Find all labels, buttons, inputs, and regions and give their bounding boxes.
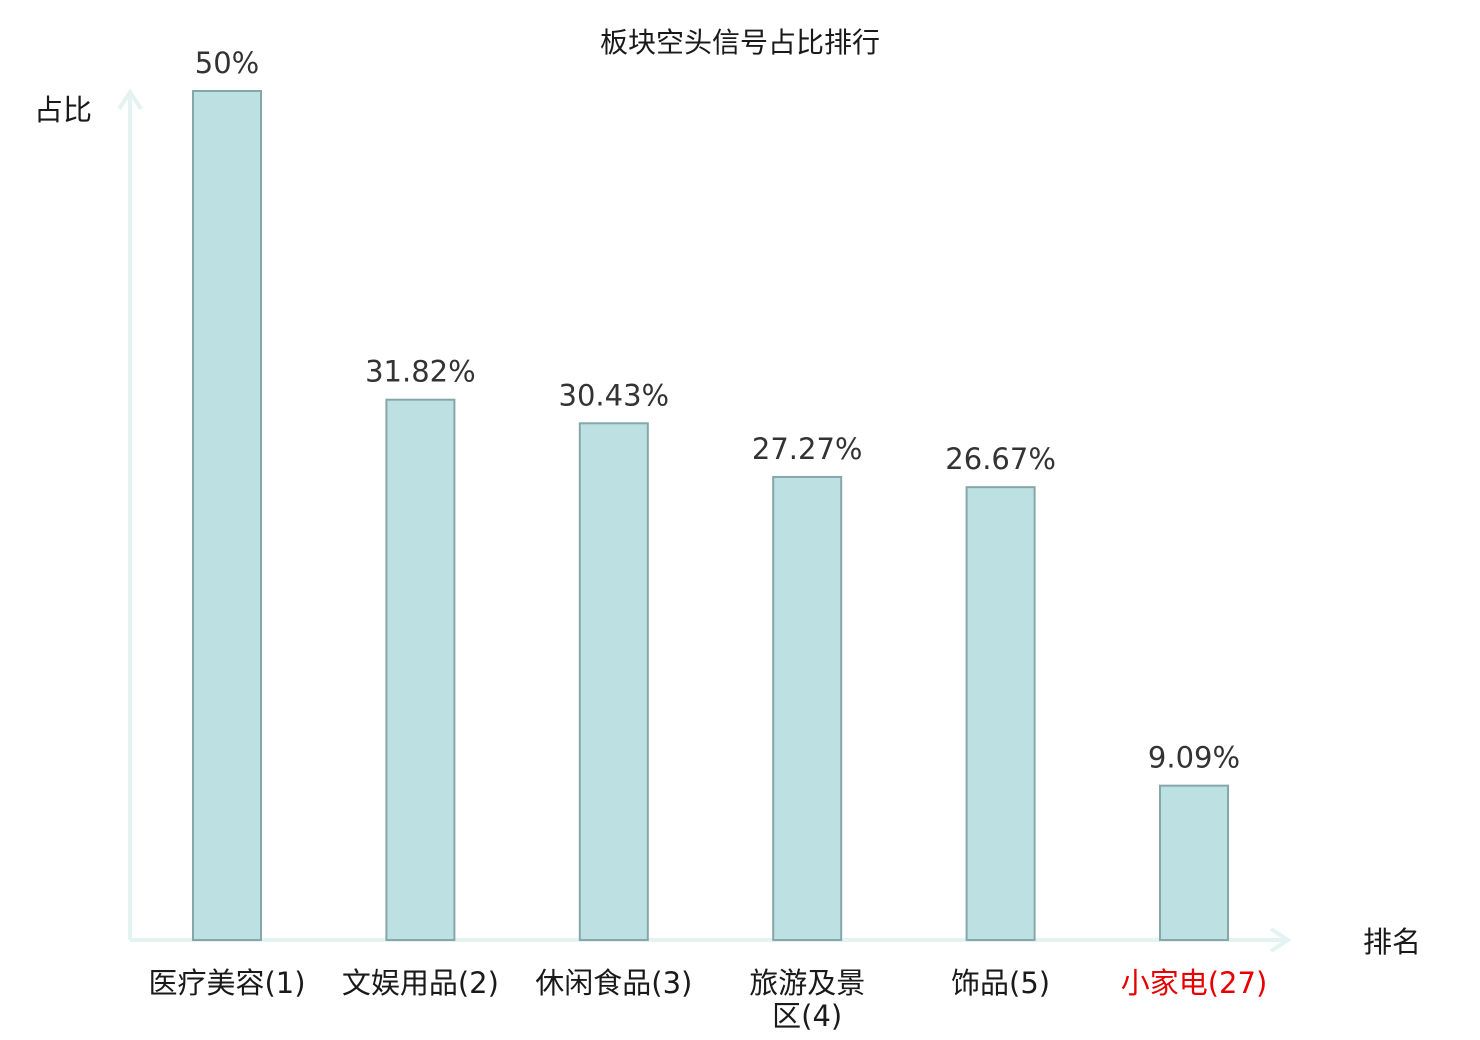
bar-4 <box>772 475 843 941</box>
category-label-line: 医疗美容(1) <box>148 966 305 1000</box>
x-axis <box>130 927 1292 953</box>
x-axis-label: 排名 <box>1363 925 1421 959</box>
value-label-2: 31.82% <box>365 355 476 389</box>
category-label-5: 饰品(5) <box>951 966 1050 1000</box>
category-label-3: 休闲食品(3) <box>535 966 692 1000</box>
value-label-6: 9.09% <box>1148 741 1240 775</box>
category-label-line: 休闲食品(3) <box>535 966 692 1000</box>
category-label-1: 医疗美容(1) <box>148 966 305 1000</box>
category-label-line: 饰品(5) <box>951 966 1050 1000</box>
category-label-line: 小家电(27) <box>1121 966 1268 1000</box>
y-axis <box>117 88 143 940</box>
category-label-line: 文娱用品(2) <box>342 966 499 1000</box>
category-labels-group: 医疗美容(1) 文娱用品(2) 休闲食品(3) 旅游及景区(4) 饰品(5) 小家电(27… <box>148 966 1267 1033</box>
value-label-1: 50% <box>195 46 259 80</box>
x-axis-arrowhead <box>1269 927 1292 953</box>
value-label-5: 26.67% <box>945 442 1056 476</box>
category-label-line: 旅游及景 <box>749 966 865 1000</box>
bar-3 <box>578 422 649 942</box>
value-label-3: 30.43% <box>559 378 670 412</box>
y-axis-arrowhead <box>117 88 143 111</box>
category-label-line: 区(4) <box>772 999 842 1033</box>
bars-group <box>192 90 1229 942</box>
bar-1 <box>192 90 262 941</box>
value-label-4: 27.27% <box>752 432 863 466</box>
value-labels-group: 50% 31.82% 30.43% 27.27% 26.67% 9.09% <box>195 46 1240 775</box>
category-label-4: 旅游及景区(4) <box>749 966 865 1033</box>
bar-6 <box>1159 784 1229 941</box>
category-label-2: 文娱用品(2) <box>342 966 499 1000</box>
bar-2 <box>385 398 456 941</box>
chart-title: 板块空头信号占比排行 <box>600 26 880 59</box>
y-axis-label: 占比 <box>34 93 92 127</box>
category-label-6: 小家电(27) <box>1121 966 1268 1000</box>
bar-5 <box>965 486 1036 941</box>
